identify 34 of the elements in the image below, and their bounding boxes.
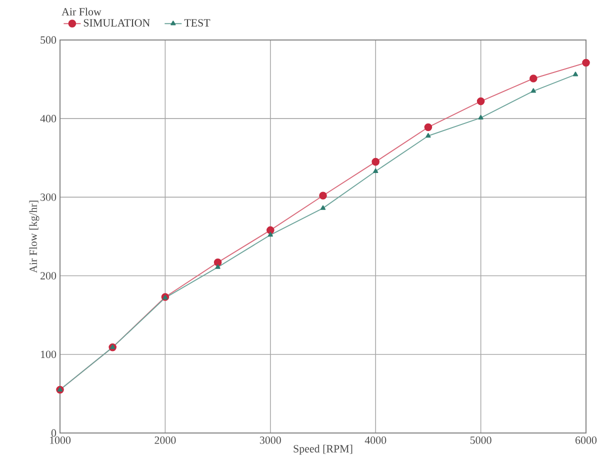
point	[215, 264, 220, 269]
y-tick-label: 200	[40, 272, 56, 280]
point	[320, 205, 326, 210]
x-tick-label: 1000	[50, 436, 71, 444]
point	[266, 226, 274, 234]
x-tick-label: 4000	[364, 436, 386, 444]
legend-label: SIMULATION	[84, 19, 150, 27]
point	[214, 258, 222, 266]
point	[373, 168, 378, 173]
point	[530, 88, 536, 93]
x-tick-label: 2000	[154, 436, 176, 444]
point	[530, 74, 538, 82]
point	[372, 158, 380, 166]
point	[582, 58, 590, 67]
legend-label: TEST	[184, 19, 210, 27]
point	[57, 386, 63, 392]
y-tick-label: 400	[40, 114, 56, 122]
y-tick-label: 100	[41, 350, 56, 358]
point	[476, 97, 485, 106]
legend-title: Air Flow	[62, 8, 102, 16]
point	[268, 232, 273, 237]
y-axis-title: Air Flow [kg/hr]	[29, 200, 40, 273]
y-tick-label: 300	[40, 193, 56, 201]
point	[572, 72, 578, 76]
x-tick-label: 5000	[470, 436, 492, 444]
x-tick-label: 6000	[576, 436, 597, 444]
point	[424, 123, 432, 132]
y-tick-label: 0	[51, 429, 56, 437]
y-tick-label: 500	[40, 36, 56, 44]
point	[426, 132, 431, 138]
point	[478, 114, 484, 120]
x-axis-title: Speed [RPM]	[294, 444, 352, 455]
point	[319, 192, 327, 200]
x-tick-label: 3000	[260, 436, 281, 444]
